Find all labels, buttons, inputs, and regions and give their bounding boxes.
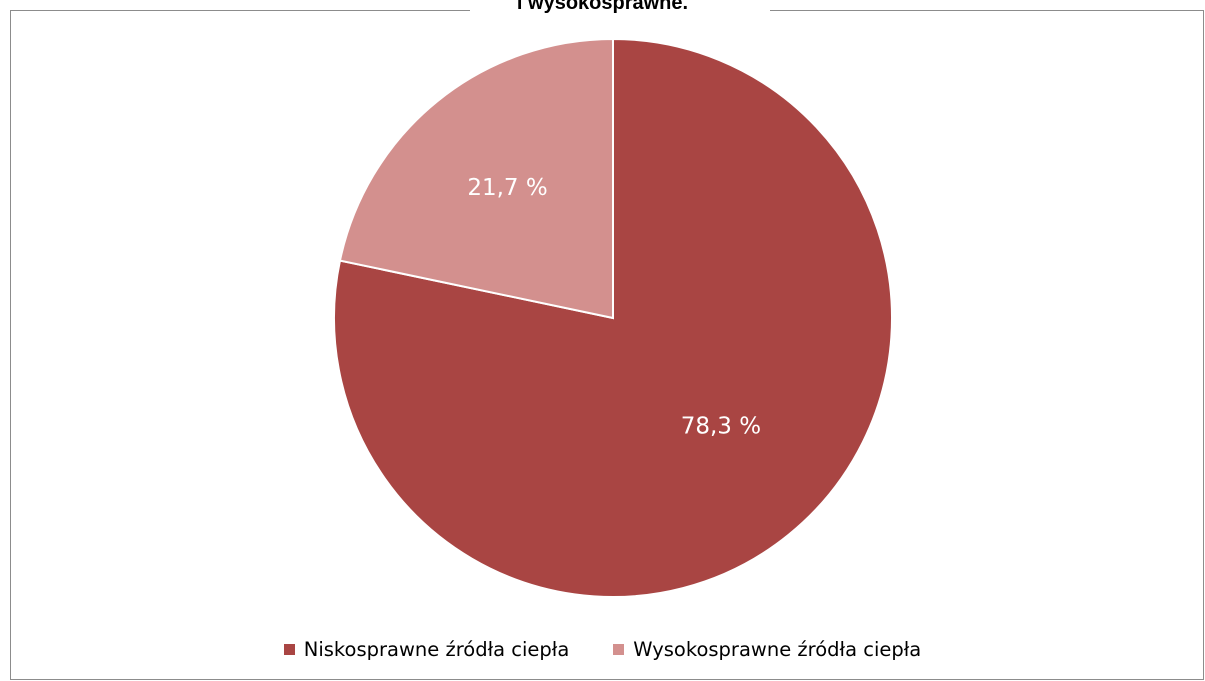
slice-labels: 78,3 % 21,7 % [467,175,761,439]
pie-slice-2 [338,37,614,320]
legend-swatch-icon [283,644,295,655]
slice-label-1: 78,3 % [681,413,761,439]
pie-slice-1 [333,37,893,598]
slice-label-2: 21,7 % [467,175,547,201]
title-background [470,0,770,20]
legend-item-niskosprawne: Niskosprawne źródła ciepła [283,638,570,661]
legend-label: Niskosprawne źródła ciepła [303,638,570,661]
legend: Niskosprawne źródła ciepła Wysokosprawne… [0,638,1205,661]
chart-title: i wysokosprawne. [516,0,689,14]
legend-swatch-icon [613,644,625,655]
legend-label: Wysokosprawne źródła ciepła [633,638,922,661]
pie-slices [333,37,893,598]
legend-item-wysokosprawne: Wysokosprawne źródła ciepła [613,638,921,661]
